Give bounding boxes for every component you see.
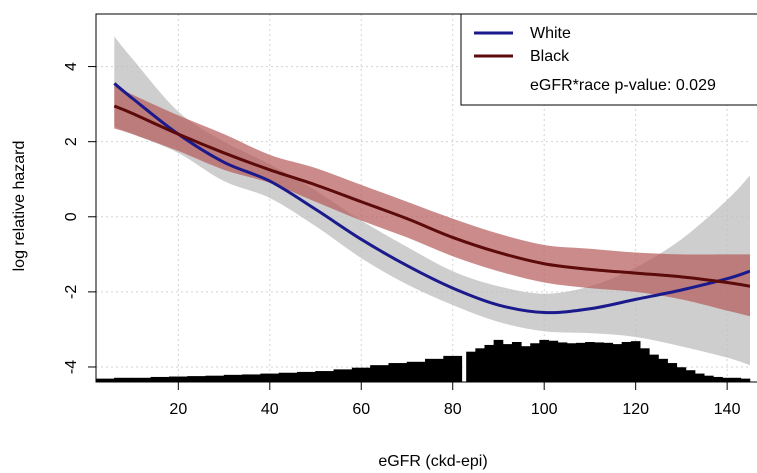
hist-bar [530, 343, 540, 382]
legend-label-white: White [530, 25, 571, 42]
hist-bar [694, 373, 705, 382]
hist-bar [548, 340, 559, 382]
hist-bar [333, 369, 353, 382]
legend-box [460, 13, 757, 106]
x-tick-label: 100 [531, 401, 558, 418]
hist-bar [425, 358, 444, 382]
hist-bar [132, 377, 152, 382]
hist-bar [296, 371, 316, 382]
hist-bar [242, 374, 261, 382]
hist-bar [150, 376, 170, 382]
hist-bar [406, 361, 426, 382]
hist-bar [315, 371, 335, 382]
hist-bar [630, 341, 641, 382]
hist-bar [722, 377, 732, 382]
x-tick-label: 40 [261, 401, 279, 418]
hist-bar [484, 344, 495, 382]
hist-bar [649, 354, 659, 382]
legend-pvalue: eGFR*race p-value: 0.029 [530, 77, 716, 94]
x-tick-label: 120 [622, 401, 649, 418]
legend: White Black eGFR*race p-value: 0.029 [460, 13, 757, 106]
hist-bar [223, 374, 243, 382]
hist-bar [443, 355, 463, 382]
hist-bar [557, 342, 568, 382]
plot-frame [95, 13, 757, 383]
hist-bar [585, 342, 595, 382]
hist-bar [685, 370, 696, 382]
hist-bar [95, 378, 115, 382]
hist-bar [539, 339, 550, 382]
line-white [113, 82, 750, 315]
legend-label-black: Black [530, 48, 570, 65]
hist-bar [388, 363, 408, 382]
y-tick-label: 0 [63, 212, 80, 221]
hist-bar [676, 367, 687, 382]
hist-bar [667, 363, 678, 382]
y-axis-title: log relative hazard [11, 141, 28, 272]
hist-bar [187, 376, 207, 382]
y-tick-label: -2 [63, 285, 80, 299]
hist-bar [621, 342, 632, 382]
hist-bar [511, 342, 522, 382]
hist-bar [493, 339, 504, 382]
band-black [114, 85, 750, 317]
hist-bar [502, 344, 513, 382]
egfr-histogram [95, 339, 751, 382]
hist-bar [731, 377, 742, 382]
y-tick-label: -4 [63, 360, 80, 374]
hist-bar [260, 373, 280, 382]
hist-bar [114, 377, 133, 382]
hist-bar [521, 346, 531, 382]
hist-bar [713, 376, 723, 382]
hist-bar [603, 342, 614, 382]
x-axis-title: eGFR (ckd-epi) [378, 453, 487, 470]
series-lines [113, 82, 750, 315]
hist-bar [466, 351, 476, 382]
hist-bar [612, 344, 623, 382]
hist-bar [704, 375, 714, 382]
hist-bar [740, 378, 751, 382]
hist-bar [351, 367, 371, 382]
band-white [114, 36, 750, 366]
x-tick-label: 60 [352, 401, 370, 418]
hist-bar [168, 376, 188, 382]
hist-bar [639, 348, 650, 382]
hist-bar [566, 343, 577, 382]
hist-bar [575, 342, 586, 382]
x-tick-label: 20 [169, 401, 187, 418]
y-tick-label: 4 [63, 62, 80, 71]
hist-bar [205, 375, 225, 382]
hist-bar [594, 342, 604, 382]
hist-bar [658, 358, 668, 382]
axes: 20 40 60 80 100 120 140 -4 -2 0 2 4 [63, 13, 757, 418]
hist-bar [475, 348, 485, 382]
line-black [113, 104, 750, 288]
hist-bar [278, 372, 298, 382]
x-tick-label: 80 [444, 401, 462, 418]
confidence-bands [114, 36, 750, 366]
y-tick-label: 2 [63, 137, 80, 146]
hist-bar [370, 365, 389, 382]
x-tick-label: 140 [714, 401, 741, 418]
